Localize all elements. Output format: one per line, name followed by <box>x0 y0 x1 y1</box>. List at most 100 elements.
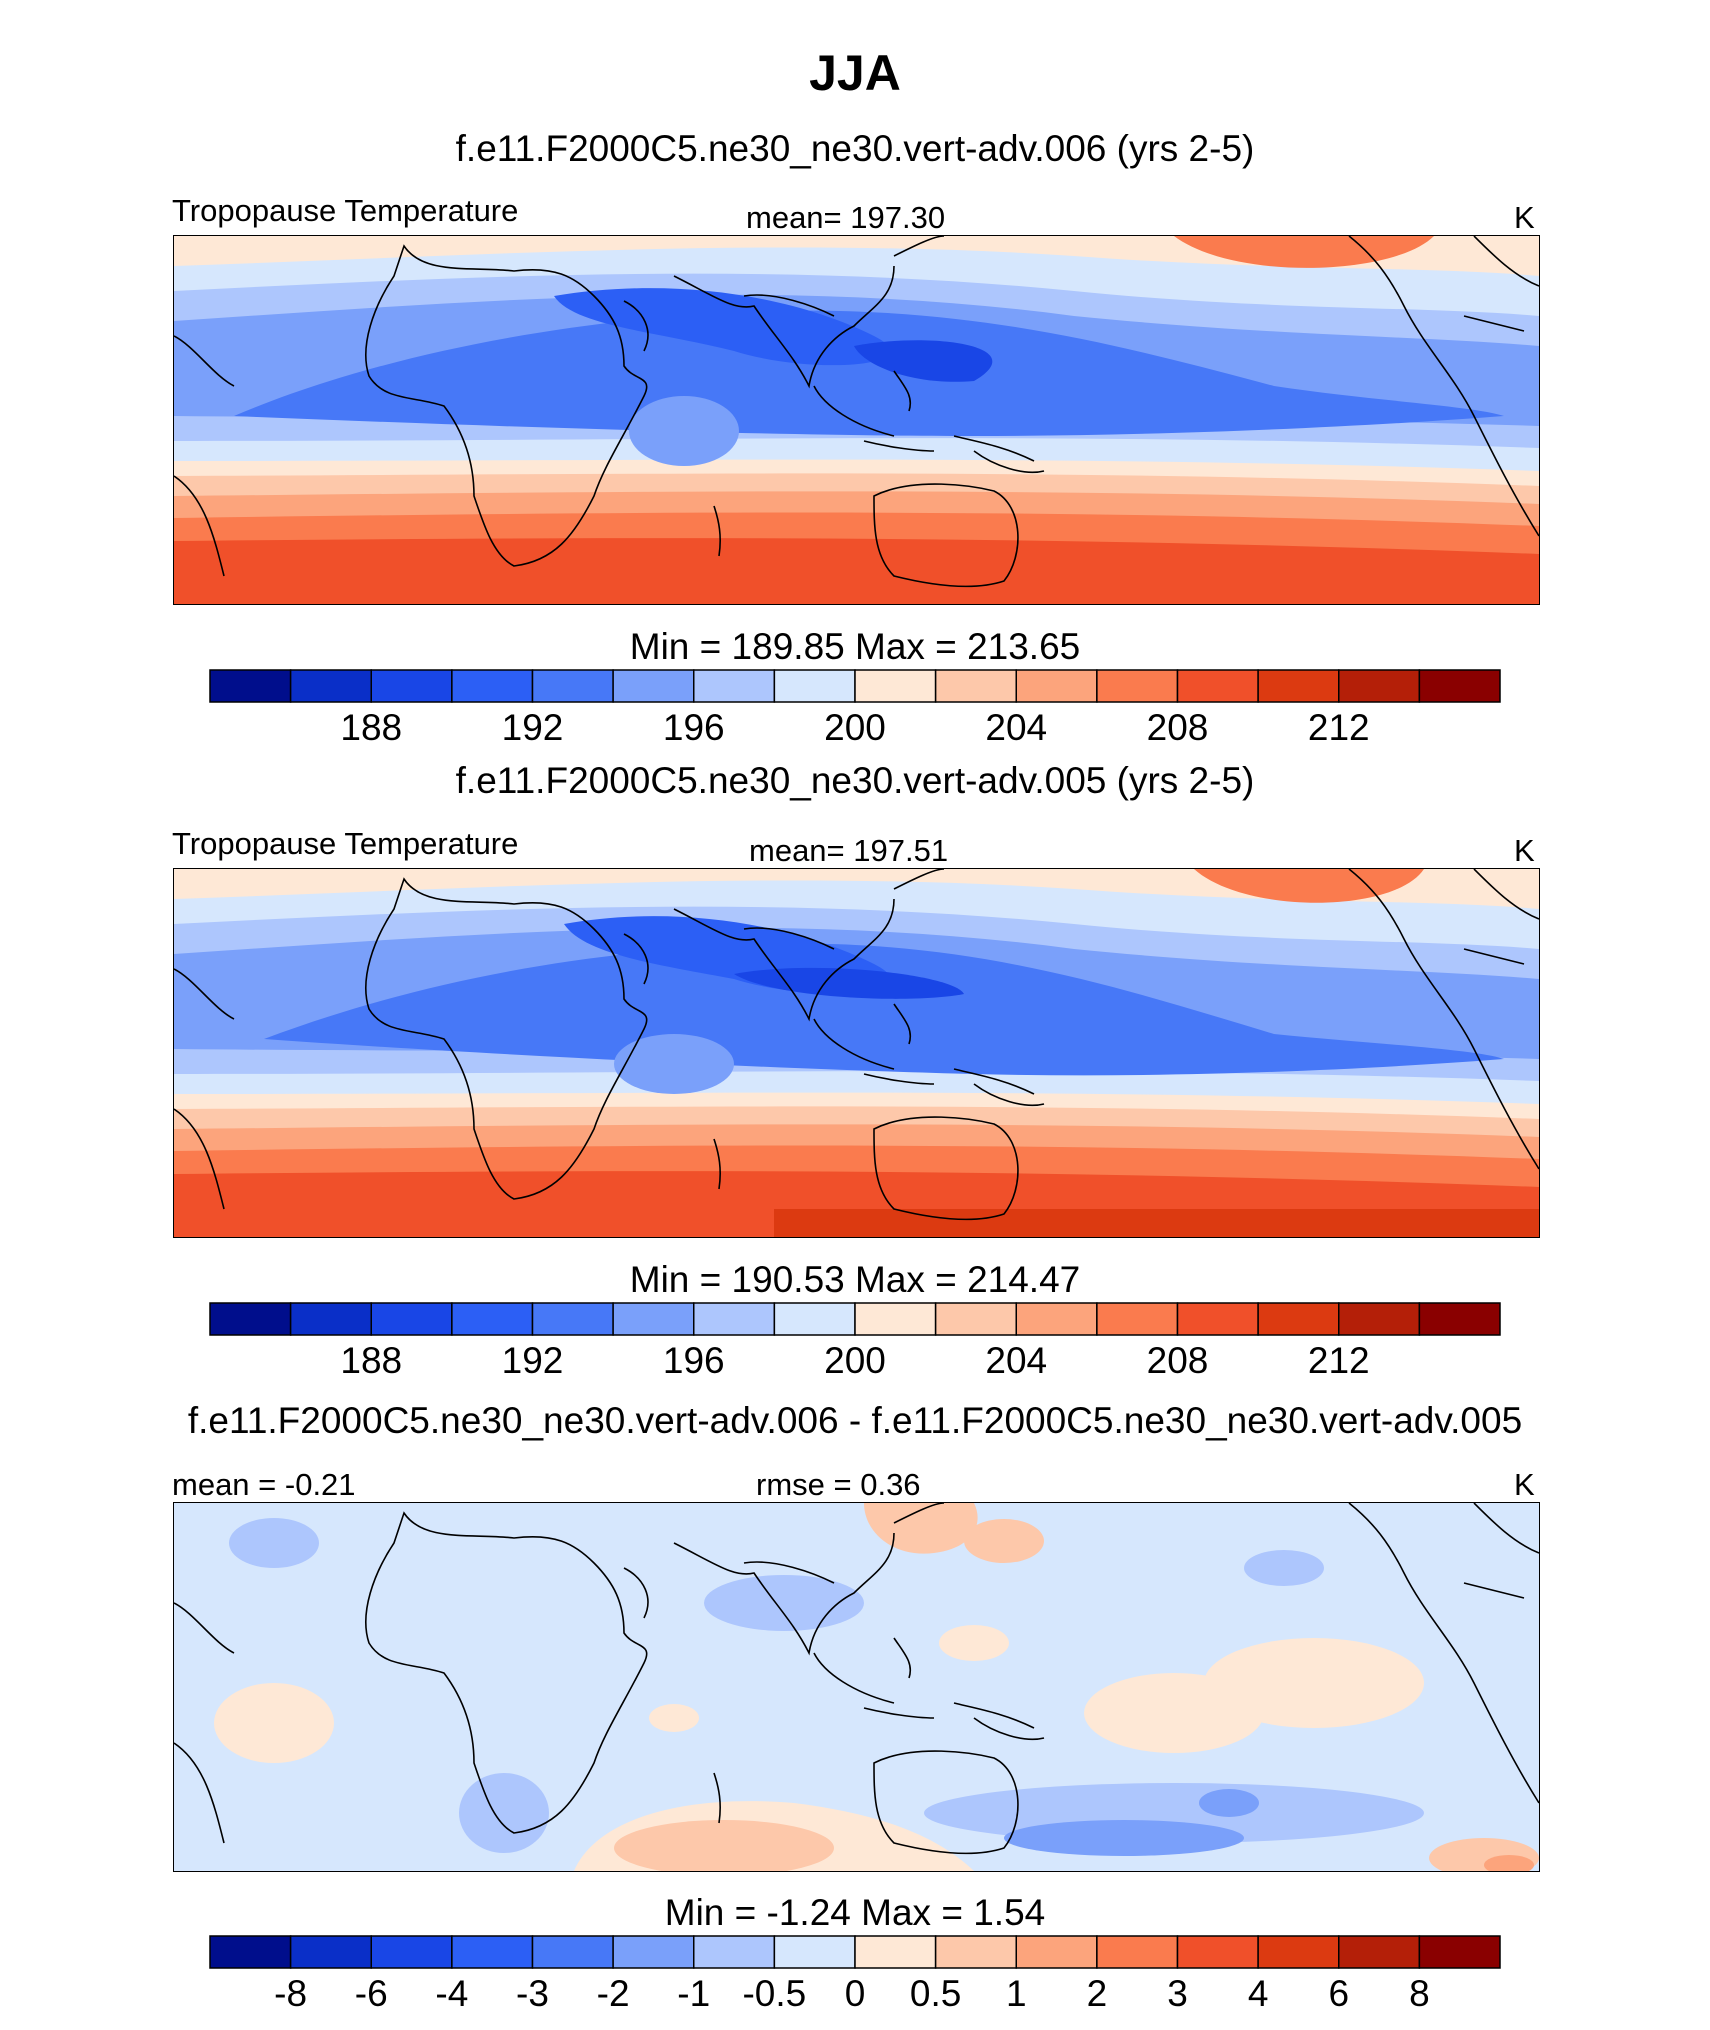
colorbar-box <box>934 669 1017 703</box>
colorbar-box <box>612 1302 695 1336</box>
contour-band <box>459 1773 549 1853</box>
colorbar-tick-label: 200 <box>824 707 886 748</box>
panel3-contour-map <box>173 1502 1540 1872</box>
panel3-rmse-label: rmse = 0.36 <box>756 1467 921 1502</box>
colorbar-tick-label: 212 <box>1308 1340 1370 1381</box>
colorbar-tick-label: 192 <box>502 707 564 748</box>
colorbar-tick-label: -2 <box>597 1973 630 2014</box>
contour-band <box>1194 869 1424 903</box>
colorbar-box <box>1338 1935 1421 1969</box>
colorbar-box <box>1257 1302 1340 1336</box>
colorbar-box <box>1015 1302 1098 1336</box>
panel1-minmax-label: Min = 189.85 Max = 213.65 <box>629 626 1081 667</box>
colorbar-box <box>854 1302 937 1336</box>
colorbar-box <box>693 1935 776 1969</box>
colorbar-box <box>693 669 776 703</box>
panel1-title: f.e11.F2000C5.ne30_ne30.vert-adv.006 (yr… <box>455 128 1255 169</box>
contour-band <box>1199 1789 1259 1817</box>
panel1-contour-map <box>173 235 1540 605</box>
colorbar-box <box>1015 669 1098 703</box>
colorbar-tick-label: 192 <box>502 1340 564 1381</box>
colorbar-tick-label: 196 <box>663 1340 725 1381</box>
colorbar-tick-label: 2 <box>1087 1973 1108 2014</box>
colorbar-tick-label: 208 <box>1147 1340 1209 1381</box>
contour-band <box>629 396 739 466</box>
panel1-units-label: K <box>1514 200 1535 235</box>
colorbar-box <box>209 1302 292 1336</box>
panel2-mean-label: mean= 197.51 <box>749 833 949 868</box>
colorbar-box <box>693 1302 776 1336</box>
contour-band <box>214 1683 334 1763</box>
colorbar-tick-label: 4 <box>1248 1973 1269 2014</box>
colorbar-box <box>1257 669 1340 703</box>
colorbar-box <box>289 669 372 703</box>
contour-band <box>964 1519 1044 1563</box>
colorbar-box <box>1015 1935 1098 1969</box>
colorbar-tick-label: 204 <box>985 707 1047 748</box>
colorbar-tick-label: 3 <box>1167 1973 1188 2014</box>
colorbar-box <box>612 1935 695 1969</box>
colorbar-box <box>854 669 937 703</box>
colorbar-box <box>773 1935 856 1969</box>
contour-band <box>774 1209 1539 1237</box>
colorbar-box <box>209 1935 292 1969</box>
colorbar-box <box>1418 1302 1501 1336</box>
colorbar-box <box>209 669 292 703</box>
contour-band <box>1244 1550 1324 1586</box>
colorbar-box <box>1418 1935 1501 1969</box>
panel2-colorbar: 188 192 196 200 204 208 212 <box>209 1302 1501 1381</box>
main-title: JJA <box>809 45 901 101</box>
panel2-minmax-label: Min = 190.53 Max = 214.47 <box>629 1259 1081 1300</box>
colorbar-box <box>1176 1302 1259 1336</box>
colorbar-box <box>773 669 856 703</box>
contour-band <box>234 310 1504 436</box>
panel3-mean-label: mean = -0.21 <box>172 1467 356 1502</box>
panel3-minmax-label: Min = -1.24 Max = 1.54 <box>664 1892 1046 1933</box>
panel3-title: f.e11.F2000C5.ne30_ne30.vert-adv.006 - f… <box>187 1400 1523 1441</box>
panel2-contour-map <box>173 868 1540 1238</box>
colorbar-box <box>1257 1935 1340 1969</box>
colorbar-tick-label: -0.5 <box>742 1973 806 2014</box>
colorbar-box <box>451 1935 534 1969</box>
colorbar-box <box>531 1302 614 1336</box>
contour-band <box>939 1625 1009 1661</box>
panel3-units-label: K <box>1514 1467 1535 1502</box>
colorbar-box <box>612 669 695 703</box>
colorbar-box <box>370 1302 453 1336</box>
colorbar-box <box>1176 669 1259 703</box>
colorbar-box <box>854 1935 937 1969</box>
contour-band <box>229 1518 319 1568</box>
colorbar-tick-label: -1 <box>677 1973 710 2014</box>
contour-band <box>614 1820 834 1871</box>
colorbar-box <box>531 669 614 703</box>
panel3-colorbar: -8 -6 -4 -3 -2 -1 -0.5 0 0.5 1 2 3 4 6 8 <box>209 1935 1501 2014</box>
coastlines <box>174 236 1539 588</box>
colorbar-tick-label: -8 <box>274 1973 307 2014</box>
contour-band <box>614 1034 734 1094</box>
panel1-mean-label: mean= 197.30 <box>746 200 946 235</box>
colorbar-box <box>289 1302 372 1336</box>
colorbar-box <box>934 1935 1017 1969</box>
panel2-variable-label: Tropopause Temperature <box>172 826 519 861</box>
contour-band <box>554 288 891 366</box>
colorbar-box <box>1338 669 1421 703</box>
colorbar-box <box>1418 669 1501 703</box>
colorbar-box <box>370 669 453 703</box>
colorbar-tick-label: -4 <box>435 1973 468 2014</box>
panel1-colorbar: 188 192 196 200 204 208 212 <box>209 669 1501 748</box>
colorbar-tick-label: 0 <box>845 1973 866 2014</box>
colorbar-tick-label: -6 <box>355 1973 388 2014</box>
colorbar-box <box>1096 1302 1179 1336</box>
colorbar-box <box>451 1302 534 1336</box>
colorbar-box <box>1096 1935 1179 1969</box>
colorbar-tick-label: 212 <box>1308 707 1370 748</box>
contour-band <box>649 1704 699 1732</box>
colorbar-tick-label: 196 <box>663 707 725 748</box>
colorbar-tick-label: 208 <box>1147 707 1209 748</box>
colorbar-tick-label: 204 <box>985 1340 1047 1381</box>
colorbar-tick-label: 200 <box>824 1340 886 1381</box>
coastlines <box>174 1503 1539 1855</box>
colorbar-box <box>773 1302 856 1336</box>
colorbar-box <box>1338 1302 1421 1336</box>
colorbar-box <box>1176 1935 1259 1969</box>
